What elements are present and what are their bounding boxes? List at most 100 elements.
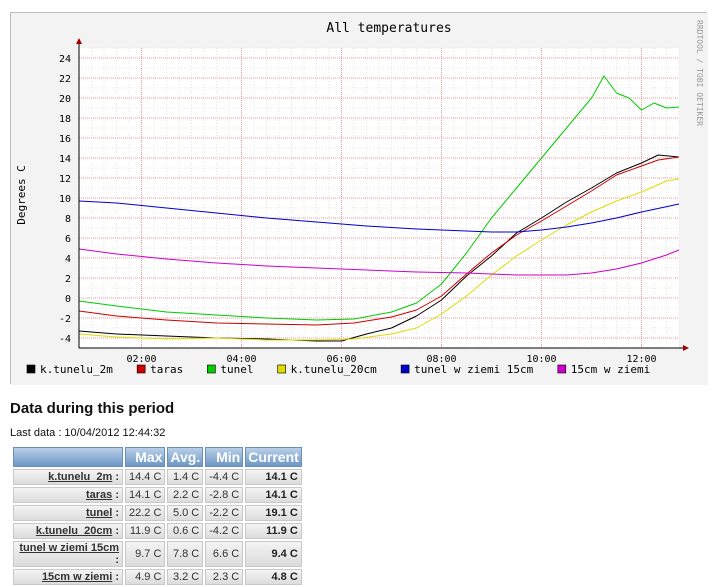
y-tick-label: -2 <box>59 314 71 325</box>
row-name-link[interactable]: k.tunelu_20cm : <box>13 523 123 539</box>
y-tick-label: 24 <box>59 54 71 65</box>
row-min: -2.8 C <box>205 487 244 503</box>
row-avg: 0.6 C <box>167 523 204 539</box>
series-line-taras <box>78 156 680 326</box>
table-row: tunel w ziemi 15cm : 9.7 C 7.8 C 6.6 C 9… <box>13 541 302 567</box>
series-line-k-tunelu-20cm <box>78 178 680 341</box>
table-row: taras : 14.1 C 2.2 C -2.8 C 14.1 C <box>13 487 302 503</box>
y-axis-label: Degrees C <box>15 165 28 225</box>
row-max: 11.9 C <box>125 523 166 539</box>
row-min: 2.3 C <box>205 569 244 585</box>
stats-header-max: Max <box>125 447 166 467</box>
row-name-link[interactable]: tunel : <box>13 505 123 521</box>
series-line-15cm-w-ziemi <box>78 248 680 276</box>
row-avg: 1.4 C <box>167 469 204 485</box>
row-avg: 2.2 C <box>167 487 204 503</box>
stats-header-blank <box>13 447 123 467</box>
stats-table: Max Avg. Min Current k.tunelu_2m : 14.4 … <box>11 445 304 587</box>
row-min: 6.6 C <box>205 541 244 567</box>
stats-header-avg: Avg. <box>167 447 204 467</box>
legend-label: k.tunelu_20cm <box>291 363 377 376</box>
y-tick-label: 14 <box>59 154 71 165</box>
series-line-tunel-w-ziemi-15cm <box>78 200 680 233</box>
row-min: -2.2 C <box>205 505 244 521</box>
row-avg: 3.2 C <box>167 569 204 585</box>
row-name-text[interactable]: tunel w ziemi 15cm <box>19 542 119 554</box>
x-tick-label: 12:00 <box>626 354 656 365</box>
x-tick-label: 10:00 <box>526 354 556 365</box>
section-title: Data during this period <box>10 400 175 417</box>
row-name-text[interactable]: tunel <box>85 507 113 519</box>
table-row: k.tunelu_20cm : 11.9 C 0.6 C -4.2 C 11.9… <box>13 523 302 539</box>
legend-label: tunel w ziemi 15cm <box>414 363 534 376</box>
table-row: k.tunelu_2m : 14.4 C 1.4 C -4.4 C 14.1 C <box>13 469 302 485</box>
legend-swatch <box>557 364 567 374</box>
x-tick-label: 02:00 <box>126 354 156 365</box>
y-tick-label: 8 <box>65 214 71 225</box>
row-name-text[interactable]: k.tunelu_20cm <box>35 525 113 537</box>
rrd-graph: -4 -2 0 2 4 6 8 10 12 14 16 18 20 22 24 02:00 04:00 06:00… <box>10 12 708 385</box>
x-tick-label: 04:00 <box>226 354 256 365</box>
legend-label: tunel <box>220 363 253 376</box>
row-max: 9.7 C <box>125 541 166 567</box>
row-max: 22.2 C <box>125 505 166 521</box>
series-layer <box>78 75 680 342</box>
row-avg: 7.8 C <box>167 541 204 567</box>
y-tick-label: 22 <box>59 74 71 85</box>
grid <box>78 47 680 349</box>
row-current: 14.1 C <box>245 469 302 485</box>
row-avg: 5.0 C <box>167 505 204 521</box>
stats-header-min: Min <box>205 447 244 467</box>
stats-header-current: Current <box>245 447 302 467</box>
row-name-text[interactable]: k.tunelu_2m <box>48 471 113 483</box>
legend-swatch <box>207 364 216 374</box>
y-axis-arrow <box>76 38 82 44</box>
x-axis-arrow <box>683 345 689 351</box>
row-name-text[interactable]: 15cm w ziemi <box>41 571 113 583</box>
y-tick-label: 18 <box>59 114 71 125</box>
x-tick-label: 06:00 <box>326 354 356 365</box>
table-row: 15cm w ziemi : 4.9 C 3.2 C 2.3 C 4.8 C <box>13 569 302 585</box>
legend-swatch <box>400 364 410 374</box>
row-current: 4.8 C <box>245 569 302 585</box>
legend-swatch <box>136 364 146 374</box>
y-tick-label: 20 <box>59 94 71 105</box>
row-current: 11.9 C <box>245 523 302 539</box>
watermark: RRDTOOL / TOBI OETIKER <box>695 20 704 126</box>
legend-label: 15cm w ziemi <box>571 363 650 376</box>
y-tick-label: 16 <box>59 134 71 145</box>
series-line-tunel <box>78 75 680 321</box>
y-tick-label: 12 <box>59 174 71 185</box>
legend-swatch <box>26 364 36 374</box>
chart-title: All temperatures <box>326 21 451 36</box>
row-current: 19.1 C <box>245 505 302 521</box>
row-name-link[interactable]: tunel w ziemi 15cm : <box>13 541 123 567</box>
row-name-link[interactable]: k.tunelu_2m : <box>13 469 123 485</box>
row-min: -4.4 C <box>205 469 244 485</box>
stats-header-row: Max Avg. Min Current <box>13 447 302 467</box>
row-name-link[interactable]: taras : <box>13 487 123 503</box>
legend: k.tunelu_2m taras tunel k.tunelu_20cm tunel … <box>26 363 650 376</box>
row-max: 14.1 C <box>125 487 166 503</box>
row-max: 14.4 C <box>125 469 166 485</box>
row-max: 4.9 C <box>125 569 166 585</box>
row-current: 9.4 C <box>245 541 302 567</box>
y-tick-label: 10 <box>59 194 71 205</box>
last-data-text: Last data : 10/04/2012 12:44:32 <box>10 427 166 439</box>
legend-swatch <box>277 364 286 374</box>
row-name-text[interactable]: taras <box>85 489 113 501</box>
y-tick-label: 6 <box>65 234 71 245</box>
table-row: tunel : 22.2 C 5.0 C -2.2 C 19.1 C <box>13 505 302 521</box>
legend-label: k.tunelu_2m <box>40 363 113 376</box>
x-tick-label: 08:00 <box>426 354 456 365</box>
y-tick-label: 2 <box>65 274 71 285</box>
y-tick-label: 4 <box>65 254 71 265</box>
row-min: -4.2 C <box>205 523 244 539</box>
row-current: 14.1 C <box>245 487 302 503</box>
y-tick-label: 0 <box>65 294 71 305</box>
y-tick-label: -4 <box>59 334 71 345</box>
legend-label: taras <box>150 363 183 376</box>
row-name-link[interactable]: 15cm w ziemi : <box>13 569 123 585</box>
